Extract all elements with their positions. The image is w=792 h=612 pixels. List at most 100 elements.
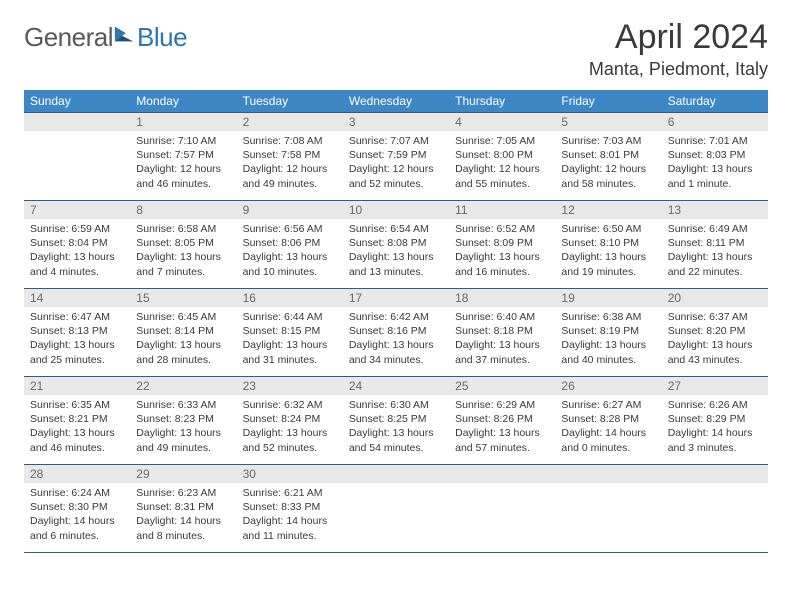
day-number: 3 [343,113,449,131]
day-details: Sunrise: 6:32 AMSunset: 8:24 PMDaylight:… [237,395,343,459]
day-number: 26 [555,377,661,395]
day-number: 5 [555,113,661,131]
day-number: 7 [24,201,130,219]
day-details: Sunrise: 6:52 AMSunset: 8:09 PMDaylight:… [449,219,555,283]
day-number: 14 [24,289,130,307]
day-details: Sunrise: 7:08 AMSunset: 7:58 PMDaylight:… [237,131,343,195]
calendar-day-cell: 26Sunrise: 6:27 AMSunset: 8:28 PMDayligh… [555,377,661,465]
calendar-day-cell: 30Sunrise: 6:21 AMSunset: 8:33 PMDayligh… [237,465,343,553]
day-number: 27 [662,377,768,395]
day-details: Sunrise: 6:27 AMSunset: 8:28 PMDaylight:… [555,395,661,459]
day-number: 25 [449,377,555,395]
day-number [343,465,449,483]
weekday-header: Monday [130,90,236,113]
calendar-header-row: SundayMondayTuesdayWednesdayThursdayFrid… [24,90,768,113]
calendar-day-cell [343,465,449,553]
brand-logo: General Blue [24,22,187,53]
day-details: Sunrise: 6:58 AMSunset: 8:05 PMDaylight:… [130,219,236,283]
calendar-day-cell: 20Sunrise: 6:37 AMSunset: 8:20 PMDayligh… [662,289,768,377]
calendar-day-cell: 2Sunrise: 7:08 AMSunset: 7:58 PMDaylight… [237,113,343,201]
calendar-day-cell: 4Sunrise: 7:05 AMSunset: 8:00 PMDaylight… [449,113,555,201]
calendar-week-row: 14Sunrise: 6:47 AMSunset: 8:13 PMDayligh… [24,289,768,377]
weekday-header: Saturday [662,90,768,113]
day-details: Sunrise: 6:38 AMSunset: 8:19 PMDaylight:… [555,307,661,371]
month-title: April 2024 [589,18,768,57]
day-number: 23 [237,377,343,395]
calendar-week-row: 21Sunrise: 6:35 AMSunset: 8:21 PMDayligh… [24,377,768,465]
day-number: 21 [24,377,130,395]
calendar-day-cell: 10Sunrise: 6:54 AMSunset: 8:08 PMDayligh… [343,201,449,289]
day-details: Sunrise: 7:07 AMSunset: 7:59 PMDaylight:… [343,131,449,195]
calendar-day-cell: 19Sunrise: 6:38 AMSunset: 8:19 PMDayligh… [555,289,661,377]
calendar-day-cell: 11Sunrise: 6:52 AMSunset: 8:09 PMDayligh… [449,201,555,289]
calendar-day-cell [662,465,768,553]
brand-name-2: Blue [137,22,187,53]
day-details: Sunrise: 6:59 AMSunset: 8:04 PMDaylight:… [24,219,130,283]
day-number: 28 [24,465,130,483]
calendar-week-row: 28Sunrise: 6:24 AMSunset: 8:30 PMDayligh… [24,465,768,553]
day-number: 4 [449,113,555,131]
day-details: Sunrise: 6:26 AMSunset: 8:29 PMDaylight:… [662,395,768,459]
day-details: Sunrise: 6:29 AMSunset: 8:26 PMDaylight:… [449,395,555,459]
calendar-day-cell: 5Sunrise: 7:03 AMSunset: 8:01 PMDaylight… [555,113,661,201]
day-number: 1 [130,113,236,131]
day-number: 19 [555,289,661,307]
day-details: Sunrise: 6:24 AMSunset: 8:30 PMDaylight:… [24,483,130,547]
title-block: April 2024 Manta, Piedmont, Italy [589,18,768,80]
day-number: 15 [130,289,236,307]
day-number: 11 [449,201,555,219]
day-details: Sunrise: 6:47 AMSunset: 8:13 PMDaylight:… [24,307,130,371]
weekday-header: Tuesday [237,90,343,113]
calendar-day-cell: 29Sunrise: 6:23 AMSunset: 8:31 PMDayligh… [130,465,236,553]
calendar-week-row: 1Sunrise: 7:10 AMSunset: 7:57 PMDaylight… [24,113,768,201]
day-details: Sunrise: 6:42 AMSunset: 8:16 PMDaylight:… [343,307,449,371]
calendar-day-cell: 15Sunrise: 6:45 AMSunset: 8:14 PMDayligh… [130,289,236,377]
calendar-day-cell: 23Sunrise: 6:32 AMSunset: 8:24 PMDayligh… [237,377,343,465]
header: General Blue April 2024 Manta, Piedmont,… [24,18,768,80]
brand-name-1: General [24,22,113,53]
day-number: 24 [343,377,449,395]
day-number: 20 [662,289,768,307]
day-number: 6 [662,113,768,131]
calendar-day-cell: 18Sunrise: 6:40 AMSunset: 8:18 PMDayligh… [449,289,555,377]
calendar-day-cell: 28Sunrise: 6:24 AMSunset: 8:30 PMDayligh… [24,465,130,553]
day-number: 22 [130,377,236,395]
calendar-day-cell [555,465,661,553]
calendar-day-cell: 24Sunrise: 6:30 AMSunset: 8:25 PMDayligh… [343,377,449,465]
day-number [555,465,661,483]
calendar-day-cell: 6Sunrise: 7:01 AMSunset: 8:03 PMDaylight… [662,113,768,201]
calendar-day-cell: 8Sunrise: 6:58 AMSunset: 8:05 PMDaylight… [130,201,236,289]
day-number: 16 [237,289,343,307]
day-number: 9 [237,201,343,219]
calendar-day-cell: 3Sunrise: 7:07 AMSunset: 7:59 PMDaylight… [343,113,449,201]
calendar-day-cell: 22Sunrise: 6:33 AMSunset: 8:23 PMDayligh… [130,377,236,465]
day-details: Sunrise: 6:40 AMSunset: 8:18 PMDaylight:… [449,307,555,371]
day-number: 10 [343,201,449,219]
calendar-day-cell [24,113,130,201]
day-details: Sunrise: 7:05 AMSunset: 8:00 PMDaylight:… [449,131,555,195]
calendar-table: SundayMondayTuesdayWednesdayThursdayFrid… [24,90,768,553]
day-number: 29 [130,465,236,483]
day-details: Sunrise: 7:01 AMSunset: 8:03 PMDaylight:… [662,131,768,195]
day-number: 18 [449,289,555,307]
weekday-header: Sunday [24,90,130,113]
calendar-week-row: 7Sunrise: 6:59 AMSunset: 8:04 PMDaylight… [24,201,768,289]
calendar-day-cell: 1Sunrise: 7:10 AMSunset: 7:57 PMDaylight… [130,113,236,201]
day-details: Sunrise: 6:56 AMSunset: 8:06 PMDaylight:… [237,219,343,283]
day-number: 30 [237,465,343,483]
day-details: Sunrise: 6:49 AMSunset: 8:11 PMDaylight:… [662,219,768,283]
calendar-day-cell: 25Sunrise: 6:29 AMSunset: 8:26 PMDayligh… [449,377,555,465]
calendar-page: General Blue April 2024 Manta, Piedmont,… [0,0,792,553]
day-number: 8 [130,201,236,219]
day-number [662,465,768,483]
day-number: 2 [237,113,343,131]
day-details: Sunrise: 6:21 AMSunset: 8:33 PMDaylight:… [237,483,343,547]
day-details: Sunrise: 6:50 AMSunset: 8:10 PMDaylight:… [555,219,661,283]
day-number [24,113,130,131]
day-number [449,465,555,483]
day-number: 12 [555,201,661,219]
weekday-header: Wednesday [343,90,449,113]
day-details: Sunrise: 7:10 AMSunset: 7:57 PMDaylight:… [130,131,236,195]
day-details: Sunrise: 6:45 AMSunset: 8:14 PMDaylight:… [130,307,236,371]
day-details: Sunrise: 6:30 AMSunset: 8:25 PMDaylight:… [343,395,449,459]
